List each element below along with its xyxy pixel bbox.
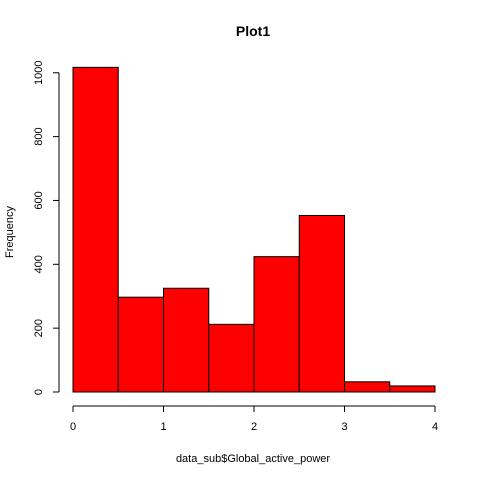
- x-tick-label-4: 4: [432, 421, 438, 433]
- y-axis-label: Frequency: [4, 206, 16, 258]
- bars-group: [72, 66, 436, 393]
- histogram-bar-0: [72, 66, 119, 393]
- y-tick-label-5: 1000: [33, 61, 45, 85]
- histogram-bar-3: [208, 323, 255, 393]
- y-tick-label-0: 0: [33, 389, 45, 395]
- y-tick-label-3: 600: [33, 191, 45, 209]
- histogram-bar-2: [163, 287, 210, 393]
- histogram-bar-5: [298, 214, 345, 393]
- x-tick-label-2: 2: [251, 421, 257, 433]
- x-tick-label-3: 3: [341, 421, 347, 433]
- y-tick-label-1: 200: [33, 319, 45, 337]
- x-tick-label-1: 1: [160, 421, 166, 433]
- histogram-bar-4: [253, 256, 300, 393]
- x-axis-label: data_sub$Global_active_power: [176, 453, 330, 465]
- histogram-bar-6: [344, 381, 391, 393]
- chart-title: Plot1: [236, 23, 270, 39]
- y-tick-label-4: 800: [33, 127, 45, 145]
- y-tick-label-2: 400: [33, 255, 45, 273]
- x-tick-label-0: 0: [70, 421, 76, 433]
- histogram-bar-1: [117, 296, 164, 393]
- y-axis: 0 200 400 600 800 1000: [33, 61, 60, 395]
- histogram-bar-7: [389, 385, 436, 393]
- x-axis: 0 1 2 3 4: [70, 405, 438, 433]
